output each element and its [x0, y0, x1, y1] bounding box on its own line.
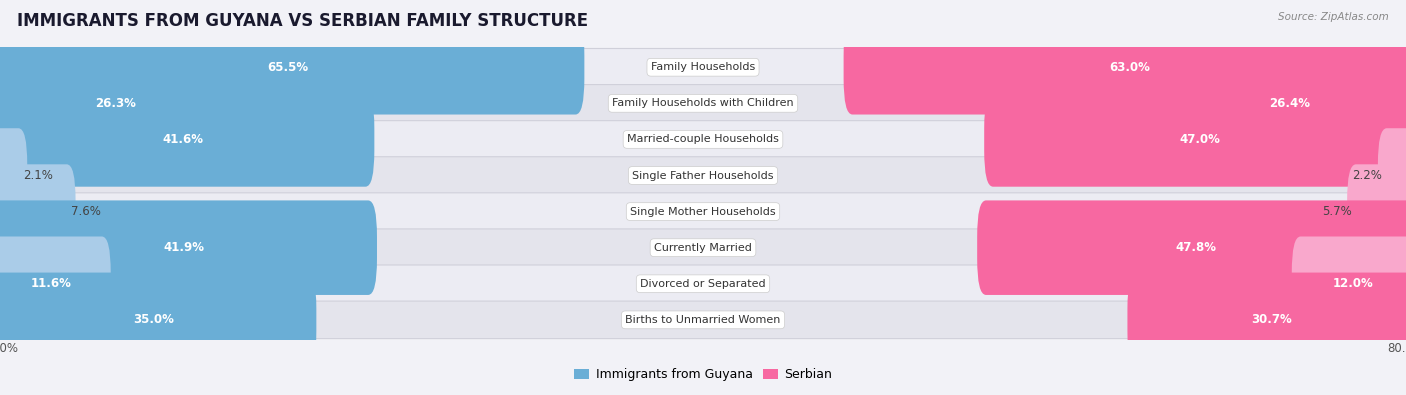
FancyBboxPatch shape	[0, 120, 1406, 158]
Text: Single Father Households: Single Father Households	[633, 171, 773, 181]
FancyBboxPatch shape	[1378, 128, 1406, 223]
Text: 63.0%: 63.0%	[1109, 61, 1150, 74]
Text: 7.6%: 7.6%	[72, 205, 101, 218]
Text: 26.4%: 26.4%	[1270, 97, 1310, 110]
Text: 47.8%: 47.8%	[1175, 241, 1216, 254]
FancyBboxPatch shape	[1166, 56, 1406, 150]
FancyBboxPatch shape	[0, 237, 111, 331]
Text: 41.9%: 41.9%	[163, 241, 205, 254]
FancyBboxPatch shape	[0, 157, 1406, 194]
Text: 41.6%: 41.6%	[162, 133, 204, 146]
FancyBboxPatch shape	[0, 265, 1406, 303]
Text: Family Households with Children: Family Households with Children	[612, 98, 794, 108]
FancyBboxPatch shape	[0, 56, 240, 150]
Text: 12.0%: 12.0%	[1333, 277, 1374, 290]
Text: Source: ZipAtlas.com: Source: ZipAtlas.com	[1278, 12, 1389, 22]
FancyBboxPatch shape	[0, 20, 585, 115]
Text: Single Mother Households: Single Mother Households	[630, 207, 776, 216]
Text: Births to Unmarried Women: Births to Unmarried Women	[626, 315, 780, 325]
FancyBboxPatch shape	[0, 301, 1406, 339]
FancyBboxPatch shape	[0, 164, 76, 259]
Text: 47.0%: 47.0%	[1180, 133, 1220, 146]
Text: 11.6%: 11.6%	[31, 277, 72, 290]
Text: Married-couple Households: Married-couple Households	[627, 134, 779, 145]
FancyBboxPatch shape	[1292, 237, 1406, 331]
FancyBboxPatch shape	[984, 92, 1406, 187]
Text: 5.7%: 5.7%	[1322, 205, 1351, 218]
FancyBboxPatch shape	[844, 20, 1406, 115]
FancyBboxPatch shape	[0, 85, 1406, 122]
Text: 65.5%: 65.5%	[267, 61, 308, 74]
Text: IMMIGRANTS FROM GUYANA VS SERBIAN FAMILY STRUCTURE: IMMIGRANTS FROM GUYANA VS SERBIAN FAMILY…	[17, 12, 588, 30]
FancyBboxPatch shape	[0, 229, 1406, 267]
Text: 30.7%: 30.7%	[1251, 313, 1292, 326]
Text: Family Households: Family Households	[651, 62, 755, 72]
FancyBboxPatch shape	[0, 92, 374, 187]
Text: 35.0%: 35.0%	[134, 313, 174, 326]
FancyBboxPatch shape	[0, 200, 377, 295]
FancyBboxPatch shape	[1128, 273, 1406, 367]
FancyBboxPatch shape	[0, 128, 27, 223]
FancyBboxPatch shape	[977, 200, 1406, 295]
Legend: Immigrants from Guyana, Serbian: Immigrants from Guyana, Serbian	[569, 363, 837, 386]
Text: 26.3%: 26.3%	[96, 97, 136, 110]
Text: Divorced or Separated: Divorced or Separated	[640, 279, 766, 289]
Text: Currently Married: Currently Married	[654, 243, 752, 253]
Text: 2.2%: 2.2%	[1353, 169, 1382, 182]
FancyBboxPatch shape	[1347, 164, 1406, 259]
FancyBboxPatch shape	[0, 273, 316, 367]
Text: 2.1%: 2.1%	[22, 169, 52, 182]
FancyBboxPatch shape	[0, 193, 1406, 230]
FancyBboxPatch shape	[0, 49, 1406, 86]
